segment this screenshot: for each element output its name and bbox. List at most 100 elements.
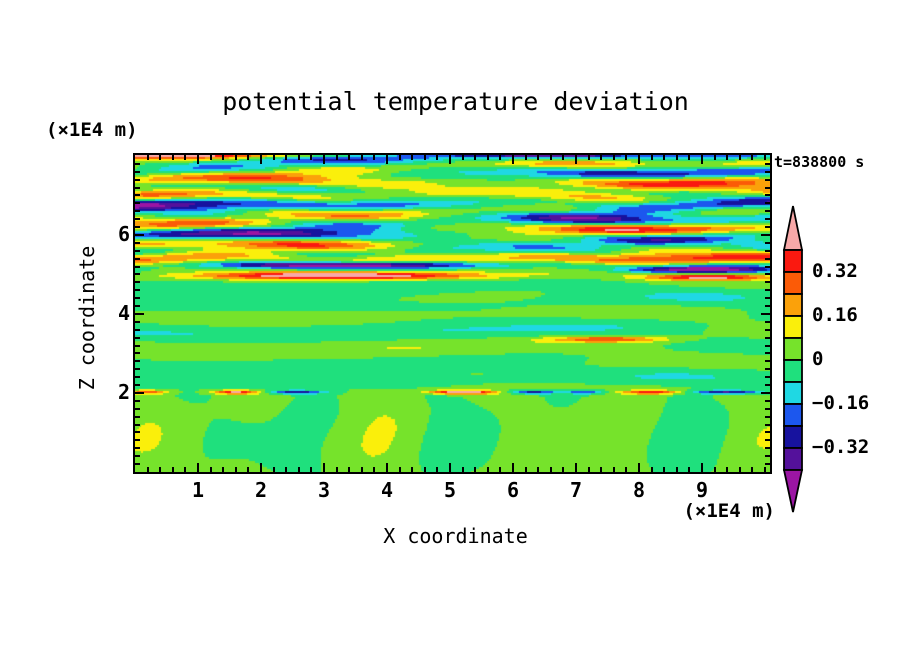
tick-mark bbox=[688, 467, 690, 472]
tick-mark bbox=[765, 455, 770, 457]
tick-mark bbox=[765, 289, 770, 291]
tick-mark bbox=[135, 305, 140, 307]
tick-mark bbox=[386, 155, 388, 164]
colorbar-tick-label: 0 bbox=[812, 348, 824, 370]
tick-mark bbox=[310, 467, 312, 472]
tick-mark bbox=[135, 313, 144, 315]
tick-mark bbox=[512, 463, 514, 472]
tick-mark bbox=[765, 352, 770, 354]
tick-mark bbox=[247, 155, 249, 160]
tick-mark bbox=[537, 155, 539, 160]
tick-mark bbox=[361, 467, 363, 472]
tick-mark bbox=[159, 155, 161, 160]
tick-mark bbox=[135, 171, 140, 173]
tick-mark bbox=[298, 467, 300, 472]
tick-mark bbox=[135, 321, 140, 323]
x-tick-label: 3 bbox=[317, 478, 331, 502]
tick-mark bbox=[765, 447, 770, 449]
tick-mark bbox=[765, 368, 770, 370]
y-tick-label: 6 bbox=[117, 221, 130, 246]
tick-mark bbox=[222, 467, 224, 472]
tick-mark bbox=[714, 155, 716, 160]
tick-mark bbox=[336, 467, 338, 472]
tick-mark bbox=[348, 155, 350, 160]
tick-mark bbox=[159, 467, 161, 472]
tick-mark bbox=[765, 187, 770, 189]
y-tick-label: 2 bbox=[117, 379, 130, 404]
tick-mark bbox=[765, 171, 770, 173]
tick-mark bbox=[765, 163, 770, 165]
tick-mark bbox=[285, 467, 287, 472]
tick-mark bbox=[135, 297, 140, 299]
tick-mark bbox=[726, 155, 728, 160]
tick-mark bbox=[575, 463, 577, 472]
tick-mark bbox=[260, 155, 262, 164]
page-title: potential temperature deviation bbox=[222, 87, 689, 116]
tick-mark bbox=[550, 155, 552, 160]
tick-mark bbox=[765, 273, 770, 275]
tick-mark bbox=[135, 431, 140, 433]
tick-mark bbox=[135, 392, 144, 394]
tick-mark bbox=[525, 155, 527, 160]
colorbar-segment bbox=[783, 293, 803, 317]
tick-mark bbox=[765, 218, 770, 220]
tick-mark bbox=[701, 155, 703, 164]
colorbar-segment bbox=[783, 271, 803, 295]
tick-mark bbox=[765, 416, 770, 418]
tick-mark bbox=[600, 467, 602, 472]
tick-mark bbox=[499, 467, 501, 472]
tick-mark bbox=[600, 155, 602, 160]
tick-mark bbox=[135, 439, 140, 441]
y-axis-unit-label: (×1E4 m) bbox=[46, 119, 138, 141]
tick-mark bbox=[436, 467, 438, 472]
x-tick-label: 7 bbox=[569, 478, 583, 502]
tick-mark bbox=[260, 463, 262, 472]
tick-mark bbox=[235, 467, 237, 472]
tick-mark bbox=[172, 467, 174, 472]
tick-mark bbox=[310, 155, 312, 160]
colorbar-tick-label: 0.32 bbox=[812, 260, 858, 282]
tick-mark bbox=[714, 467, 716, 472]
tick-mark bbox=[765, 242, 770, 244]
colorbar-segment bbox=[783, 425, 803, 449]
tick-mark bbox=[562, 467, 564, 472]
tick-mark bbox=[135, 179, 140, 181]
tick-mark bbox=[651, 467, 653, 472]
tick-mark bbox=[361, 155, 363, 160]
tick-mark bbox=[135, 416, 140, 418]
tick-mark bbox=[449, 463, 451, 472]
tick-mark bbox=[135, 226, 140, 228]
tick-mark bbox=[663, 155, 665, 160]
tick-mark bbox=[765, 345, 770, 347]
tick-mark bbox=[399, 155, 401, 160]
tick-mark bbox=[298, 155, 300, 160]
tick-mark bbox=[765, 439, 770, 441]
colorbar-segment bbox=[783, 447, 803, 471]
tick-mark bbox=[487, 155, 489, 160]
colorbar-segment bbox=[783, 403, 803, 427]
tick-mark bbox=[411, 467, 413, 472]
tick-mark bbox=[172, 155, 174, 160]
tick-mark bbox=[135, 352, 140, 354]
tick-mark bbox=[135, 368, 140, 370]
tick-mark bbox=[323, 155, 325, 164]
tick-mark bbox=[651, 155, 653, 160]
tick-mark bbox=[764, 467, 766, 472]
tick-mark bbox=[701, 463, 703, 472]
tick-mark bbox=[765, 431, 770, 433]
tick-mark bbox=[765, 376, 770, 378]
tick-mark bbox=[135, 258, 140, 260]
x-axis-unit-label: (×1E4 m) bbox=[683, 500, 775, 522]
tick-mark bbox=[676, 467, 678, 472]
tick-mark bbox=[235, 155, 237, 160]
tick-mark bbox=[765, 194, 770, 196]
tick-mark bbox=[436, 155, 438, 160]
plot-frame bbox=[133, 153, 772, 474]
tick-mark bbox=[135, 376, 140, 378]
colorbar-segment bbox=[783, 249, 803, 273]
tick-mark bbox=[373, 467, 375, 472]
tick-mark bbox=[323, 463, 325, 472]
tick-mark bbox=[135, 384, 140, 386]
tick-mark bbox=[765, 226, 770, 228]
colorbar bbox=[782, 205, 804, 513]
